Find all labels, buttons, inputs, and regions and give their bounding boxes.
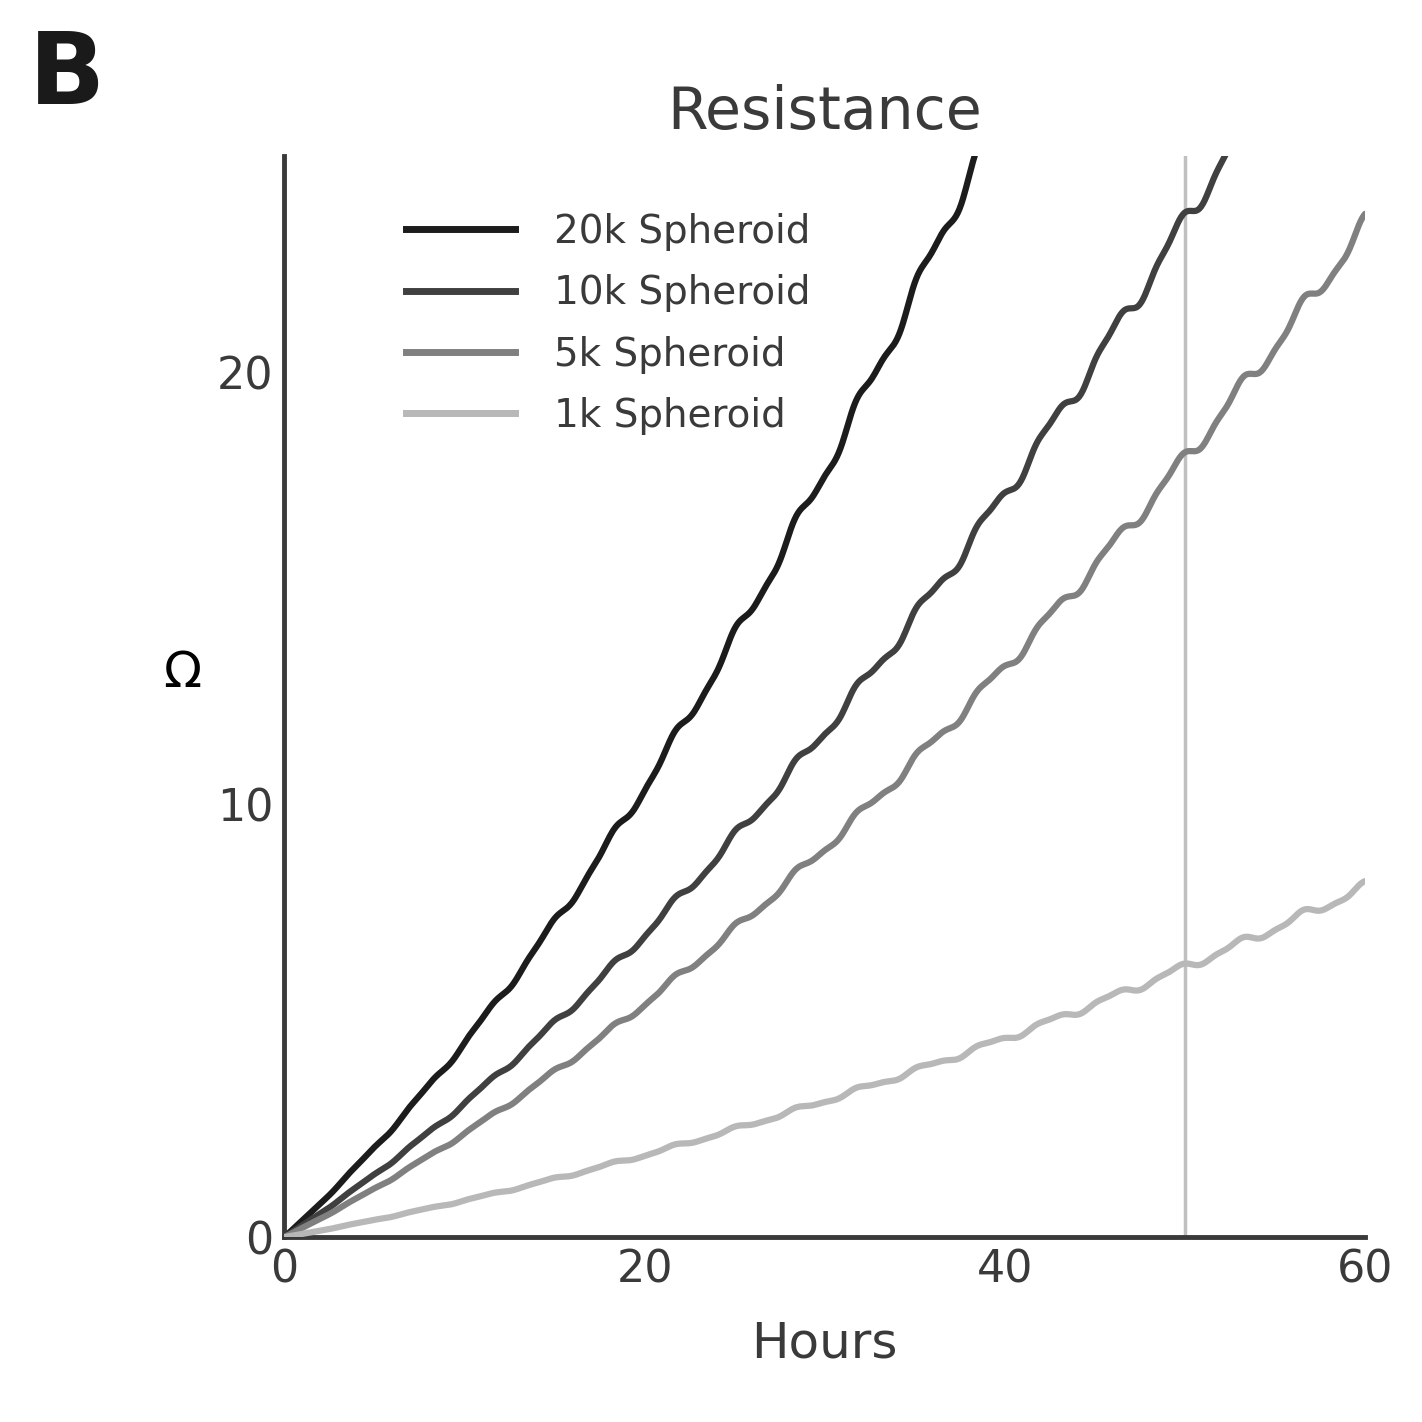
Y-axis label: Ω: Ω xyxy=(164,648,201,697)
Legend: 20k Spheroid, 10k Spheroid, 5k Spheroid, 1k Spheroid: 20k Spheroid, 10k Spheroid, 5k Spheroid,… xyxy=(390,198,826,451)
X-axis label: Hours: Hours xyxy=(751,1320,899,1367)
Title: Resistance: Resistance xyxy=(667,84,983,141)
Text: B: B xyxy=(28,28,105,125)
